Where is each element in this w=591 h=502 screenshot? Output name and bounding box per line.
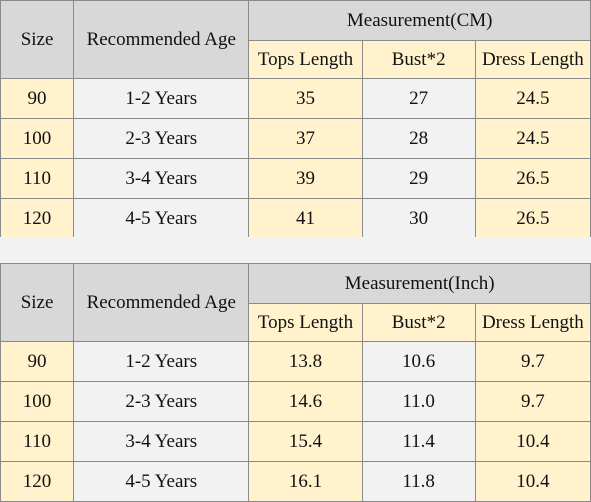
tops-cell: 13.8 <box>248 341 363 382</box>
size-cell: 90 <box>0 78 75 119</box>
size-cell: 100 <box>0 118 75 159</box>
bust-cell: 29 <box>361 158 476 199</box>
table-row: 120 4-5 Years 16.1 11.8 10.4 <box>0 461 591 502</box>
bust-cell: 11.4 <box>361 421 476 462</box>
cm-header-size: Size <box>0 0 75 79</box>
inch-header-row: Size Recommended Age Measurement(Inch) <box>0 263 591 342</box>
bust-cell: 10.6 <box>361 341 476 382</box>
table-row: 90 1-2 Years 13.8 10.6 9.7 <box>0 341 591 382</box>
size-cell: 100 <box>0 381 75 422</box>
size-cell: 110 <box>0 158 75 199</box>
inch-header-size: Size <box>0 263 75 342</box>
inch-size-table: Size Recommended Age Measurement(Inch) T… <box>0 263 591 502</box>
bust-cell: 30 <box>361 198 476 239</box>
tops-cell: 15.4 <box>248 421 363 462</box>
dress-cell: 9.7 <box>474 341 591 382</box>
tops-cell: 37 <box>248 118 363 159</box>
inch-header-dress: Dress Length <box>474 303 591 342</box>
table-divider <box>0 237 591 263</box>
size-cell: 120 <box>0 461 75 502</box>
age-cell: 4-5 Years <box>73 461 250 502</box>
inch-header-age: Recommended Age <box>73 263 250 342</box>
dress-cell: 24.5 <box>474 78 591 119</box>
table-row: 120 4-5 Years 41 30 26.5 <box>0 198 591 239</box>
cm-header-tops: Tops Length <box>248 40 363 79</box>
dress-cell: 24.5 <box>474 118 591 159</box>
table-row: 90 1-2 Years 35 27 24.5 <box>0 78 591 119</box>
tops-cell: 35 <box>248 78 363 119</box>
age-cell: 1-2 Years <box>73 78 250 119</box>
age-cell: 2-3 Years <box>73 118 250 159</box>
tops-cell: 14.6 <box>248 381 363 422</box>
size-cell: 120 <box>0 198 75 239</box>
tops-cell: 41 <box>248 198 363 239</box>
table-row: 110 3-4 Years 39 29 26.5 <box>0 158 591 199</box>
cm-header-dress: Dress Length <box>474 40 591 79</box>
tops-cell: 16.1 <box>248 461 363 502</box>
table-row: 100 2-3 Years 14.6 11.0 9.7 <box>0 381 591 422</box>
inch-subheader-row: Tops Length Bust*2 Dress Length <box>1 303 591 342</box>
bust-cell: 28 <box>361 118 476 159</box>
cm-header-measurement: Measurement(CM) <box>248 0 591 41</box>
inch-header-tops: Tops Length <box>248 303 363 342</box>
tops-cell: 39 <box>248 158 363 199</box>
bust-cell: 11.8 <box>361 461 476 502</box>
bust-cell: 27 <box>361 78 476 119</box>
cm-subheader-row: Tops Length Bust*2 Dress Length <box>1 40 591 79</box>
cm-header-age: Recommended Age <box>73 0 250 79</box>
cm-header-bust: Bust*2 <box>361 40 476 79</box>
age-cell: 2-3 Years <box>73 381 250 422</box>
age-cell: 3-4 Years <box>73 158 250 199</box>
dress-cell: 26.5 <box>474 158 591 199</box>
size-cell: 110 <box>0 421 75 462</box>
inch-header-bust: Bust*2 <box>361 303 476 342</box>
cm-header-row: Size Recommended Age Measurement(CM) <box>0 0 591 79</box>
age-cell: 4-5 Years <box>73 198 250 239</box>
table-row: 100 2-3 Years 37 28 24.5 <box>0 118 591 159</box>
cm-size-table: Size Recommended Age Measurement(CM) Top… <box>0 0 591 239</box>
age-cell: 1-2 Years <box>73 341 250 382</box>
dress-cell: 10.4 <box>474 461 591 502</box>
dress-cell: 26.5 <box>474 198 591 239</box>
dress-cell: 9.7 <box>474 381 591 422</box>
dress-cell: 10.4 <box>474 421 591 462</box>
age-cell: 3-4 Years <box>73 421 250 462</box>
size-cell: 90 <box>0 341 75 382</box>
table-row: 110 3-4 Years 15.4 11.4 10.4 <box>0 421 591 462</box>
bust-cell: 11.0 <box>361 381 476 422</box>
inch-header-measurement: Measurement(Inch) <box>248 263 591 304</box>
